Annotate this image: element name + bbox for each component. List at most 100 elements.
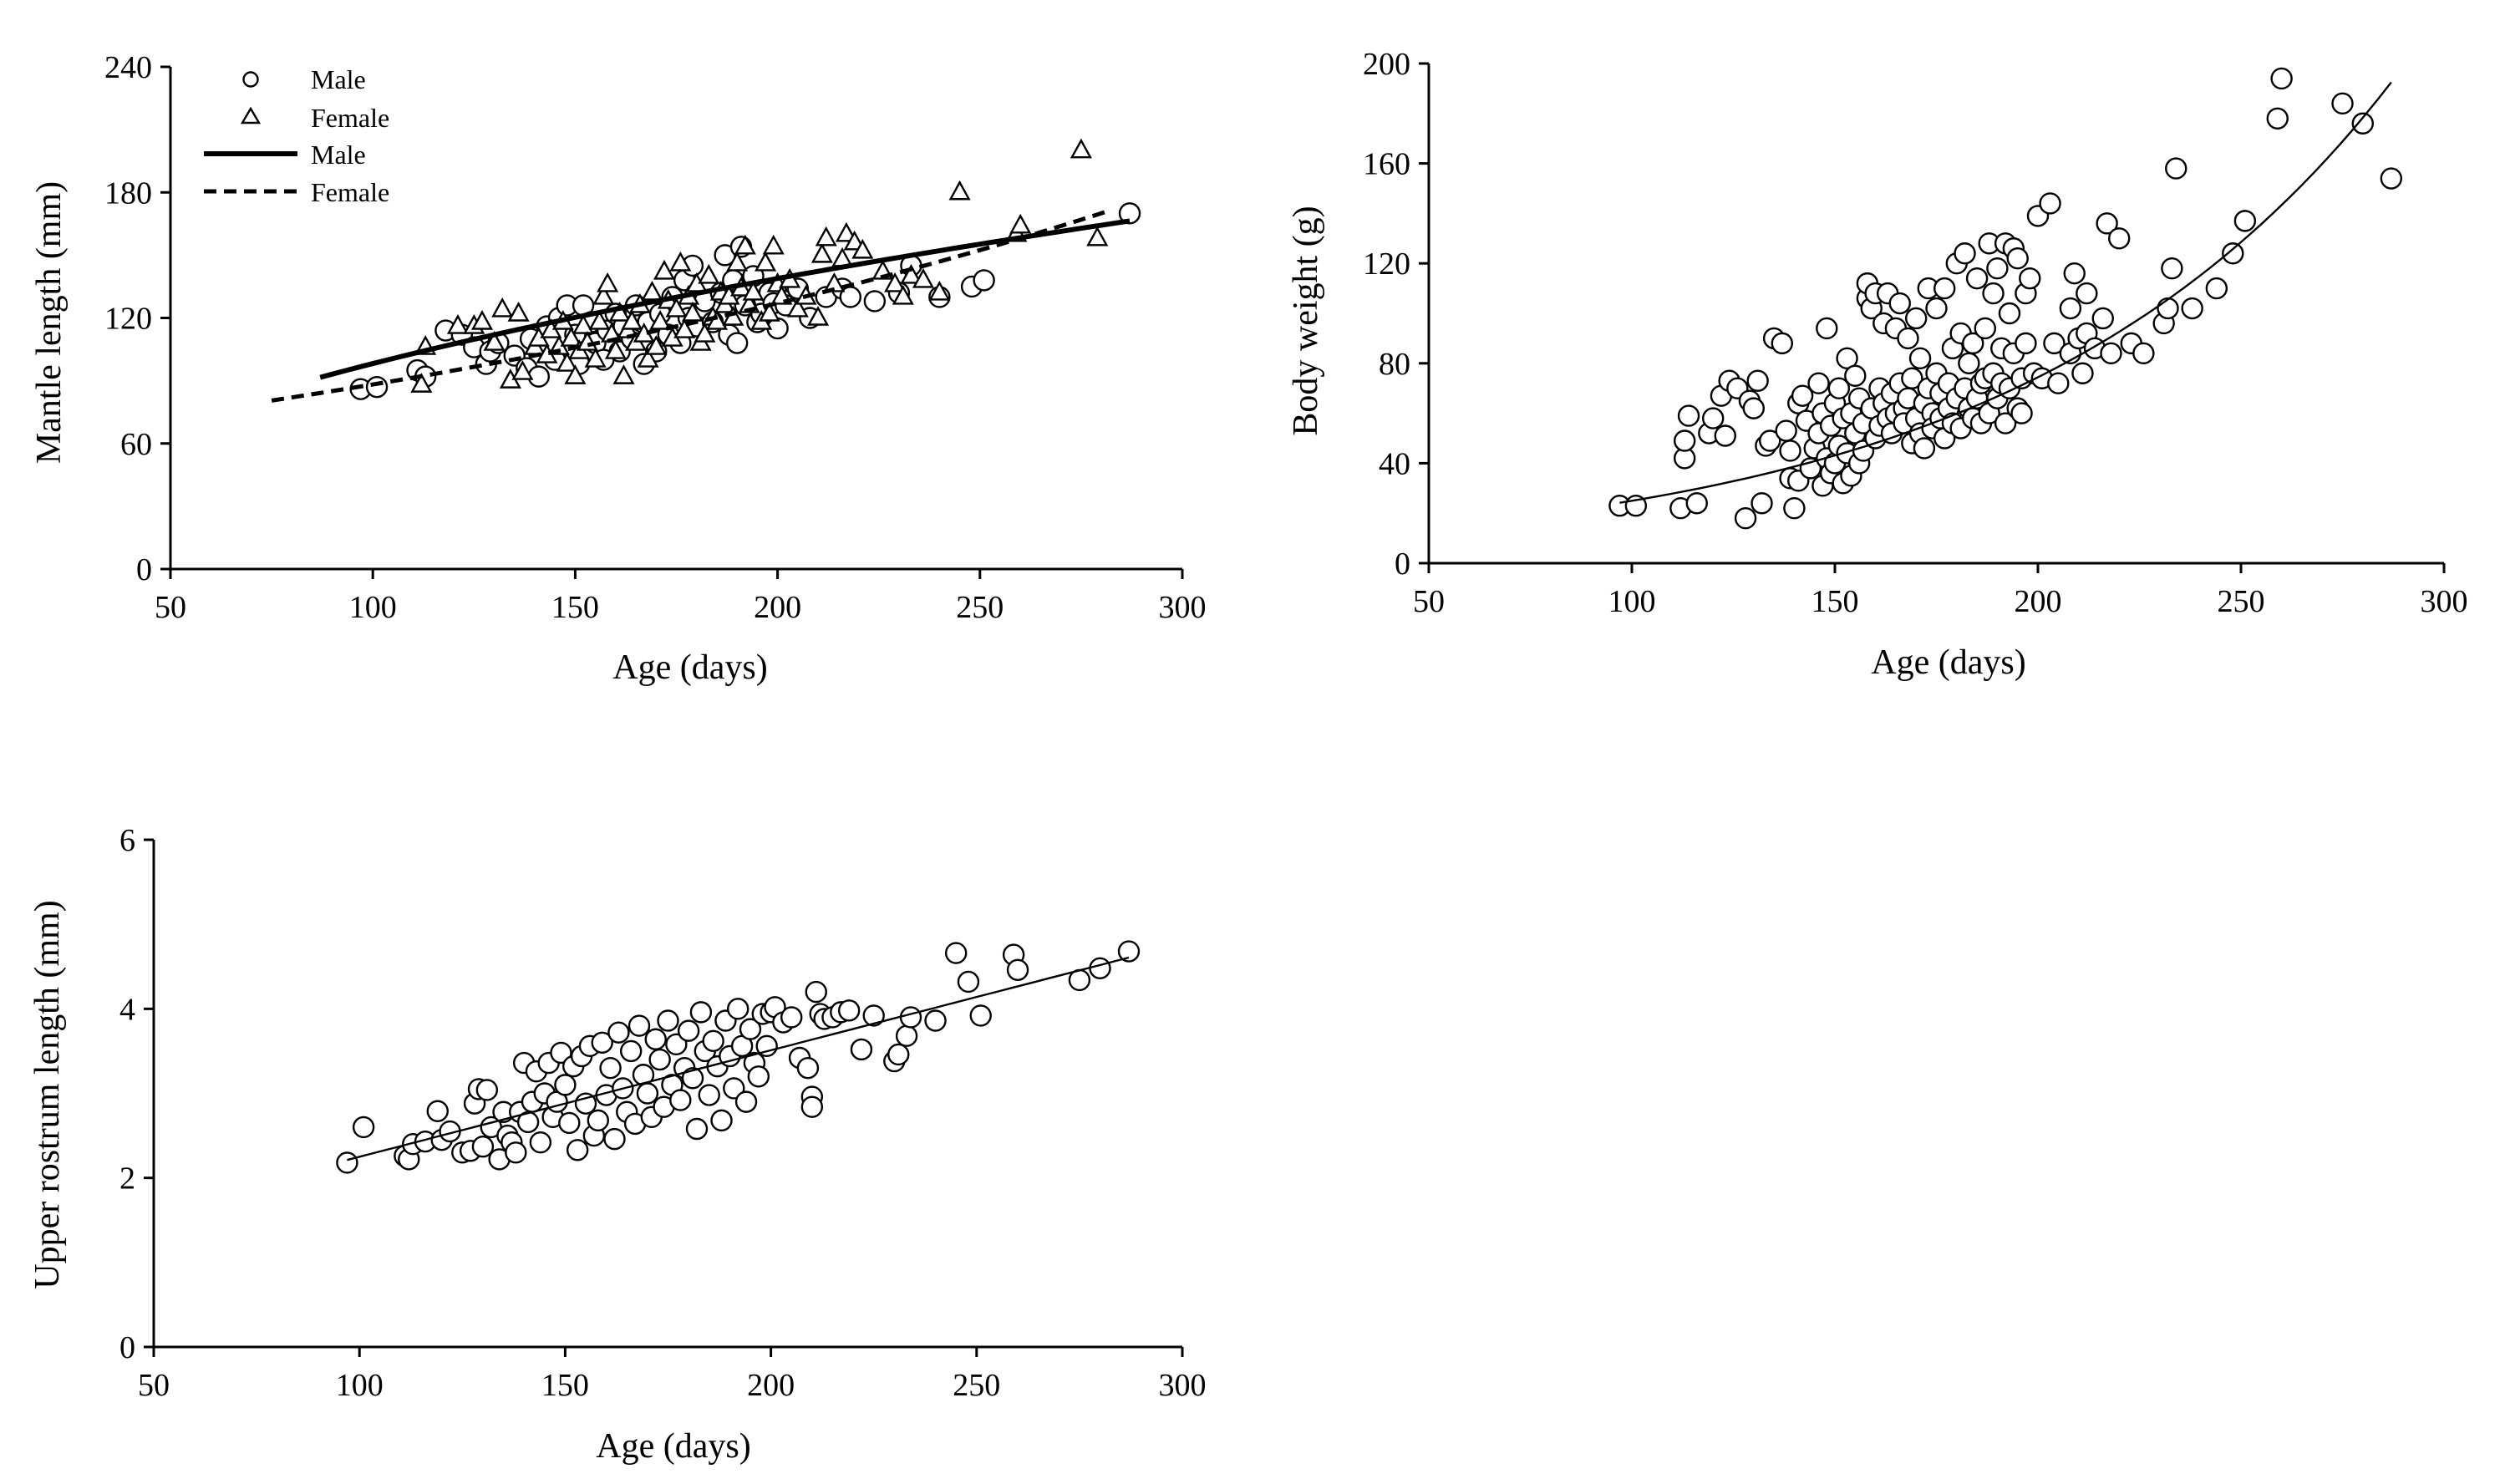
weight-body-weight-point: [1986, 257, 2009, 280]
mantle-female-fit-line: [271, 210, 1106, 403]
mantle-female-point: [483, 331, 506, 351]
mantle-x-tick-label: 250: [956, 590, 1004, 625]
mantle-female-point: [681, 302, 704, 322]
weight-body-weight-point: [1779, 440, 1801, 462]
mantle-female-point: [410, 373, 433, 393]
rostrum-upper-rostrum-length-point: [475, 1079, 499, 1101]
mantle-female-point: [810, 242, 833, 263]
mantle-female-point: [807, 306, 830, 326]
weight-body-weight-point: [2266, 107, 2289, 130]
rostrum-upper-rostrum-length-point: [677, 1019, 700, 1042]
rostrum-upper-rostrum-length-point: [800, 1095, 824, 1118]
mantle-female-point: [560, 327, 582, 347]
rostrum-upper-rostrum-length-point: [805, 980, 827, 1004]
rostrum-upper-rostrum-length-point: [665, 1033, 688, 1056]
weight-body-weight-point: [1994, 412, 2017, 435]
mantle-x-tick-label: 50: [155, 590, 186, 625]
mantle-y-tick-label: 60: [120, 427, 152, 462]
mantle-female-point: [1086, 226, 1109, 246]
weight-body-weight-point: [1807, 372, 1830, 394]
weight-x-tick-label: 300: [2421, 584, 2468, 619]
mantle-female-point: [673, 318, 696, 338]
rostrum-upper-rostrum-length-point: [681, 1067, 704, 1090]
legend-female-marker: [240, 106, 262, 125]
rostrum-upper-rostrum-length-point: [619, 1039, 643, 1063]
mantle-y-tick-label: 180: [104, 175, 152, 211]
mantle-female-point: [742, 280, 765, 301]
weight-body-weight-point: [2107, 227, 2131, 250]
weight-body-weight-point: [1958, 352, 1980, 374]
mantle-female-point: [604, 339, 627, 359]
mantle-female-point: [912, 267, 935, 288]
weight-body-weight-point: [2091, 307, 2114, 330]
rostrum-upper-rostrum-length-point: [644, 1028, 667, 1050]
rostrum-upper-rostrum-length-point: [685, 1117, 709, 1141]
weight-body-weight-point: [2047, 372, 2070, 394]
weight-body-weight-point: [1775, 419, 1797, 442]
mantle-female-point: [597, 272, 619, 292]
weight-body-weight-point: [2071, 362, 2094, 384]
weight-body-weight-point: [2043, 332, 2066, 355]
weight-body-weight-point: [1933, 277, 1956, 300]
mantle-male-point: [527, 365, 551, 388]
mantle-female-point: [786, 297, 809, 318]
rostrum-upper-rostrum-length-point: [969, 1004, 992, 1027]
mantle-female-point: [665, 297, 688, 318]
rostrum-upper-rostrum-length-point: [887, 1043, 910, 1066]
weight-body-weight-point: [2161, 257, 2183, 280]
weight-body-weight-point: [2157, 297, 2179, 320]
rostrum-upper-rostrum-length-point: [1117, 940, 1141, 963]
weight-body-weight-point: [1844, 364, 1867, 387]
mantle-male-point: [973, 269, 995, 292]
legend-male-marker: [242, 71, 259, 88]
weight-x-tick-label: 250: [2218, 584, 2265, 619]
weight-body-weight-point: [1742, 397, 1766, 419]
mantle-female-point: [572, 314, 595, 334]
weight-y-tick-label: 40: [1379, 446, 1410, 481]
mantle-female-point: [446, 314, 469, 334]
rostrum-upper-rostrum-length-point: [1089, 957, 1111, 979]
weight-body-weight-point: [1998, 302, 2021, 325]
mantle-female-point: [851, 238, 874, 259]
weight-y-tick-label: 0: [1395, 546, 1410, 582]
rostrum-upper-rostrum-length-point: [607, 1021, 630, 1044]
rostrum-upper-rostrum-length-point: [336, 1151, 358, 1174]
rostrum-upper-rostrum-length-point: [710, 1109, 733, 1132]
rostrum-upper-rostrum-length-point: [554, 1074, 577, 1096]
mantle-female-point: [470, 310, 494, 330]
rostrum-upper-rostrum-length-point: [1006, 958, 1029, 981]
rostrum-upper-rostrum-length-point: [657, 1009, 679, 1032]
weight-body-weight-point: [2019, 267, 2041, 290]
weight-y-tick-label: 120: [1363, 246, 1410, 282]
weight-body-weight-point: [2096, 212, 2118, 235]
rostrum-upper-rostrum-length-point: [550, 1041, 572, 1065]
weight-body-weight-point: [1888, 292, 1911, 315]
rostrum-x-tick-label: 300: [1159, 1368, 1207, 1403]
rostrum-upper-rostrum-length-point: [599, 1056, 622, 1080]
legend-female-line-label: Female: [311, 177, 389, 207]
mantle-female-point: [637, 348, 659, 368]
weight-ylabel: Body weight (g): [1287, 206, 1325, 435]
weight-body-weight-point: [2233, 210, 2257, 232]
rostrum-x-tick-label: 200: [747, 1368, 795, 1403]
weight-x-tick-label: 100: [1608, 584, 1656, 619]
mantle-female-point: [928, 280, 951, 301]
weight-body-weight-point: [2331, 92, 2354, 115]
weight-body-weight-point: [2006, 247, 2029, 270]
mantle-female-point: [694, 323, 716, 343]
rostrum-upper-rostrum-length-point: [566, 1139, 589, 1161]
mantle-female-point: [726, 251, 749, 272]
rostrum-upper-rostrum-length-point: [426, 1100, 449, 1122]
mantle-ylabel: Mantle length (mm): [30, 181, 69, 464]
rostrum-upper-rostrum-length-point: [587, 1109, 609, 1132]
mantle-xlabel: Age (days): [612, 648, 767, 687]
weight-body-weight-point: [1734, 506, 1757, 530]
rostrum-upper-rostrum-length-point: [780, 1006, 803, 1029]
mantle-female-point: [556, 352, 578, 372]
rostrum-upper-rostrum-length-point: [648, 1048, 671, 1071]
rostrum-upper-rostrum-length-point: [636, 1082, 659, 1105]
weight-body-weight-point: [2165, 157, 2188, 180]
weight-body-weight-point: [1908, 347, 1932, 370]
mantle-female-point: [584, 348, 607, 368]
